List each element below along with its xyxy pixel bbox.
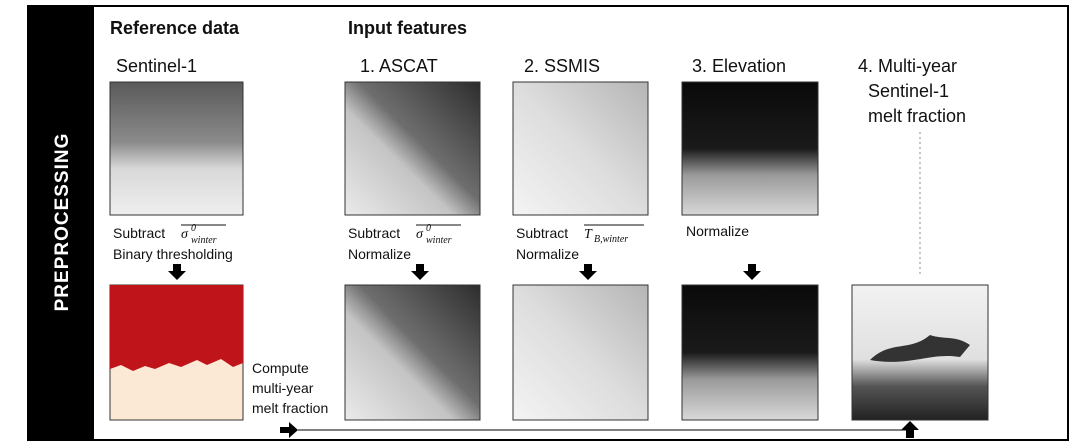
ssmis-normalized xyxy=(513,285,648,420)
step-note: Normalize xyxy=(516,246,579,262)
column-title: 4. Multi-year xyxy=(858,56,957,76)
sidebar-label: PREPROCESSING xyxy=(52,133,73,312)
ssmis-image xyxy=(513,82,648,215)
elevation-image xyxy=(682,82,818,215)
flow-arrow xyxy=(280,421,919,438)
ascat-normalized xyxy=(345,285,480,420)
ascat-image xyxy=(345,82,480,215)
compute-note: melt fraction xyxy=(252,400,328,416)
column-title: melt fraction xyxy=(868,106,966,126)
column-title: Sentinel-1 xyxy=(868,81,949,101)
column-title: 3. Elevation xyxy=(692,56,786,76)
step-note: Binary thresholding xyxy=(113,246,233,262)
column-title: 2. SSMIS xyxy=(524,56,600,76)
step-note: Normalize xyxy=(686,223,749,239)
diagram: PREPROCESSING Reference data Input featu… xyxy=(0,0,1071,443)
compute-note: multi-year xyxy=(252,380,314,396)
column-title: 1. ASCAT xyxy=(360,56,438,76)
section-header: Reference data xyxy=(110,18,240,38)
section-header: Input features xyxy=(348,18,467,38)
binary-melt-region xyxy=(110,285,243,371)
elevation-normalized xyxy=(682,285,818,420)
step-note: Normalize xyxy=(348,246,411,262)
sentinel-image xyxy=(110,82,243,215)
compute-note: Compute xyxy=(252,360,309,376)
arrows xyxy=(168,264,761,280)
column-title: Sentinel-1 xyxy=(116,56,197,76)
